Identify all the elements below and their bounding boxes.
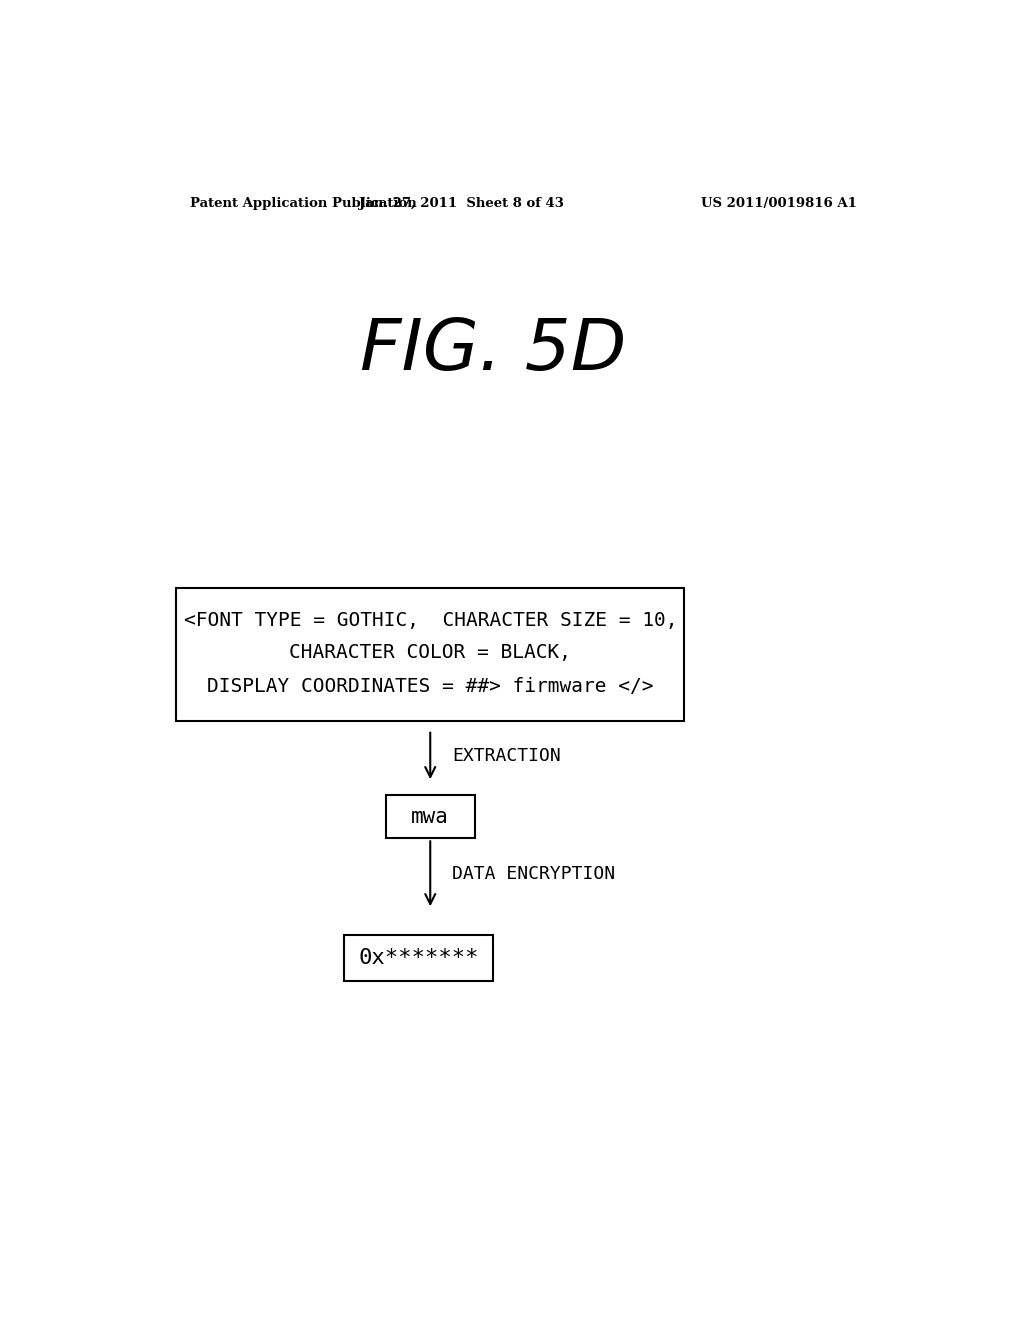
Text: DATA ENCRYPTION: DATA ENCRYPTION <box>452 865 615 883</box>
Text: DISPLAY COORDINATES = ##> firmware </>: DISPLAY COORDINATES = ##> firmware </> <box>207 677 653 696</box>
Text: CHARACTER COLOR = BLACK,: CHARACTER COLOR = BLACK, <box>289 643 571 663</box>
Text: <FONT TYPE = GOTHIC,  CHARACTER SIZE = 10,: <FONT TYPE = GOTHIC, CHARACTER SIZE = 10… <box>183 611 677 630</box>
Text: FIG. 5D: FIG. 5D <box>360 317 627 385</box>
Text: mwa: mwa <box>412 807 450 826</box>
Text: US 2011/0019816 A1: US 2011/0019816 A1 <box>700 197 856 210</box>
Text: EXTRACTION: EXTRACTION <box>452 747 561 764</box>
Bar <box>344 935 493 981</box>
Bar <box>386 795 475 838</box>
Text: Patent Application Publication: Patent Application Publication <box>190 197 417 210</box>
Text: 0x*******: 0x******* <box>358 948 479 968</box>
Text: Jan. 27, 2011  Sheet 8 of 43: Jan. 27, 2011 Sheet 8 of 43 <box>358 197 563 210</box>
Bar <box>176 589 684 721</box>
